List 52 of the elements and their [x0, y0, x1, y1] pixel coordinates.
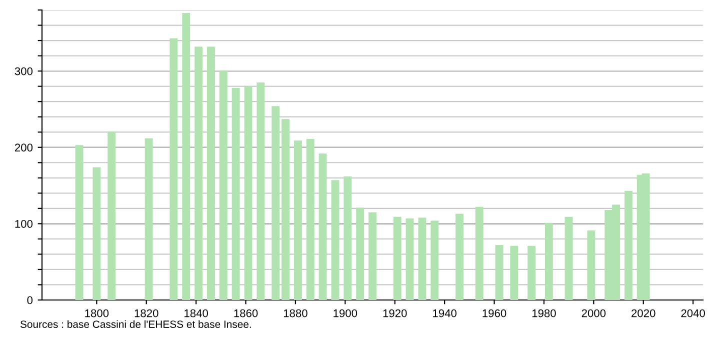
- bar: [393, 216, 402, 300]
- bar: [294, 140, 302, 300]
- bar: [244, 86, 252, 300]
- bar: [544, 222, 553, 300]
- x-tick-label: 1960: [482, 309, 506, 318]
- bar: [587, 230, 596, 300]
- bar: [282, 119, 290, 300]
- bar: [356, 208, 364, 300]
- bar: [456, 214, 464, 300]
- bar: [75, 145, 84, 300]
- bar: [207, 46, 215, 300]
- x-tick-label: 1800: [85, 309, 109, 318]
- bar: [406, 218, 414, 300]
- bar: [144, 138, 153, 300]
- x-tick-label: 2000: [582, 309, 606, 318]
- x-tick-label: 1860: [234, 309, 258, 318]
- x-tick-label: 1980: [532, 309, 556, 318]
- x-tick-label: 1940: [433, 309, 456, 318]
- bar: [510, 246, 518, 300]
- x-tick-label: 1880: [284, 309, 308, 318]
- bar: [624, 190, 632, 300]
- y-tick-label: 200: [14, 144, 33, 152]
- bar: [256, 82, 265, 300]
- bar: [344, 176, 352, 300]
- bar: [475, 206, 484, 300]
- y-tick-label: 0: [27, 296, 33, 304]
- x-tick-label: 1820: [134, 309, 158, 318]
- bar: [182, 13, 190, 300]
- x-tick-label: 1920: [383, 309, 407, 318]
- bar: [430, 220, 439, 300]
- bar: [318, 153, 327, 300]
- source-note: Sources : base Cassini de l'EHESS et base Insee.: [20, 320, 251, 328]
- bar: [219, 71, 228, 300]
- x-tick-label: 2020: [632, 309, 656, 318]
- bar: [272, 106, 280, 300]
- x-tick-label: 2040: [681, 309, 705, 318]
- bar: [528, 246, 536, 300]
- bar: [194, 46, 203, 300]
- bar: [108, 131, 116, 300]
- x-tick-label: 1840: [184, 309, 208, 318]
- y-tick-label: 100: [15, 220, 33, 228]
- bar: [306, 138, 314, 300]
- y-tick-label: 300: [14, 67, 33, 76]
- bar: [564, 216, 573, 300]
- bar: [331, 180, 340, 300]
- bar: [92, 167, 101, 300]
- x-tick-label: 1900: [334, 309, 358, 318]
- bar: [232, 88, 240, 300]
- bar: [495, 245, 504, 300]
- bar: [368, 212, 376, 300]
- bar: [170, 38, 178, 300]
- bar: [418, 218, 426, 300]
